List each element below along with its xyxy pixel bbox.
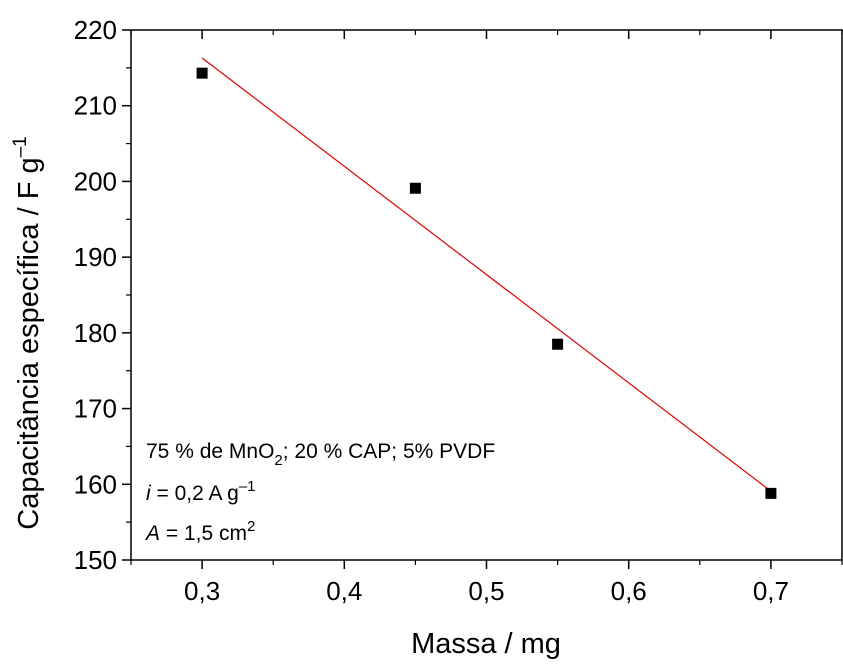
y-axis-title: Capacitância específica / F g–1 xyxy=(10,136,45,530)
data-points xyxy=(196,67,777,499)
annotation-composition: 75 % de MnO2; 20 % CAP; 5% PVDF xyxy=(146,440,495,469)
y-tick-label: 190 xyxy=(74,242,117,272)
x-tick-label: 0,4 xyxy=(326,576,362,606)
plot-border xyxy=(130,29,843,561)
data-point xyxy=(409,182,421,194)
data-point xyxy=(196,67,208,79)
y-tick-label: 200 xyxy=(74,166,117,196)
data-point xyxy=(552,338,564,350)
y-axis-title-main: Capacitância específica / F g xyxy=(13,157,45,529)
x-axis-title: Massa / mg xyxy=(411,628,561,660)
x-tick-label: 0,7 xyxy=(753,576,789,606)
y-tick-label: 180 xyxy=(74,318,117,348)
fit-line xyxy=(201,57,772,492)
y-tick-label: 220 xyxy=(74,15,117,45)
annotation-area: A = 1,5 cm2 xyxy=(144,518,255,545)
x-tick-label: 0,5 xyxy=(468,576,504,606)
fit-line-group xyxy=(201,57,772,492)
y-tick-label: 160 xyxy=(74,469,117,499)
y-tick-label: 170 xyxy=(74,394,117,424)
x-axis-ticks: 0,3 0,4 0,5 0,6 0,7 xyxy=(130,30,843,606)
annotation-current-density: i = 0,2 A g–1 xyxy=(146,478,256,505)
y-tick-label: 210 xyxy=(74,91,117,121)
plot-frame xyxy=(130,29,843,561)
data-point xyxy=(765,487,777,499)
x-tick-label: 0,6 xyxy=(611,576,647,606)
x-tick-label: 0,3 xyxy=(184,576,220,606)
y-tick-label: 150 xyxy=(74,545,117,575)
y-axis-ticks: 150 160 170 180 190 200 210 220 xyxy=(74,15,131,575)
y-axis-title-sup: –1 xyxy=(10,136,31,157)
